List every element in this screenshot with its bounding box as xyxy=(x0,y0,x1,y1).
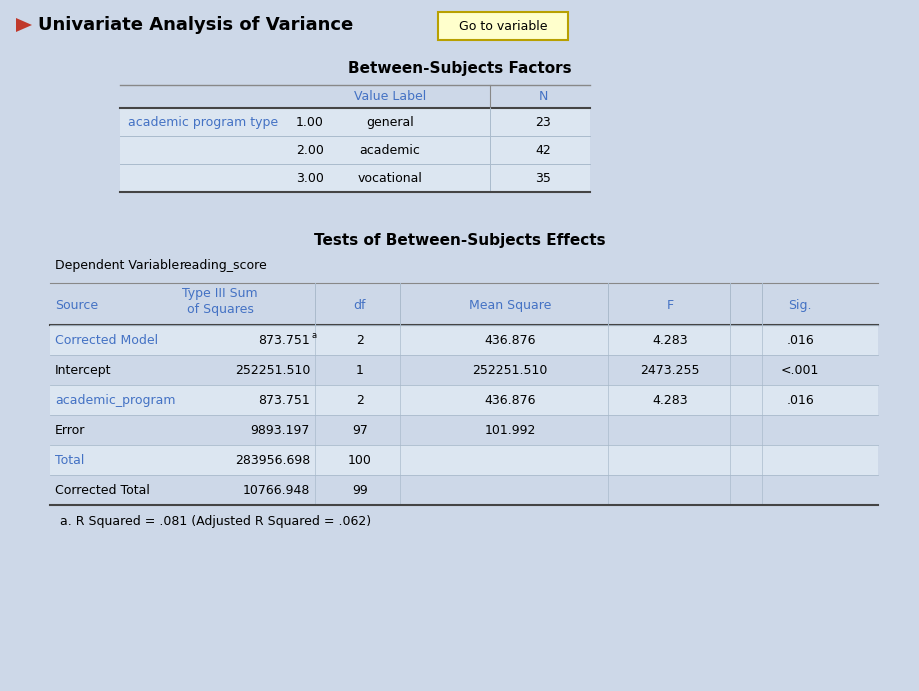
Text: vocational: vocational xyxy=(357,171,423,184)
Text: F: F xyxy=(666,299,674,312)
Text: 4.283: 4.283 xyxy=(652,334,687,346)
Text: Corrected Total: Corrected Total xyxy=(55,484,150,497)
Text: Type III Sum
of Squares: Type III Sum of Squares xyxy=(182,287,258,316)
Text: Sig.: Sig. xyxy=(789,299,811,312)
Bar xyxy=(6,6,913,44)
Text: 2: 2 xyxy=(356,393,364,406)
Text: 99: 99 xyxy=(352,484,368,497)
Text: 1: 1 xyxy=(356,363,364,377)
Text: Tests of Between-Subjects Effects: Tests of Between-Subjects Effects xyxy=(314,232,606,247)
Text: 2473.255: 2473.255 xyxy=(641,363,699,377)
Bar xyxy=(120,164,590,192)
Text: 35: 35 xyxy=(535,171,550,184)
Text: a: a xyxy=(311,330,316,339)
Text: Mean Square: Mean Square xyxy=(469,299,551,312)
Text: Go to variable: Go to variable xyxy=(459,19,547,32)
Text: 252251.510: 252251.510 xyxy=(234,363,310,377)
Text: academic: academic xyxy=(359,144,420,156)
Text: Error: Error xyxy=(55,424,85,437)
Text: 873.751: 873.751 xyxy=(258,334,310,346)
Text: a. R Squared = .081 (Adjusted R Squared = .062): a. R Squared = .081 (Adjusted R Squared … xyxy=(60,515,371,527)
Text: Source: Source xyxy=(55,299,98,312)
Text: 283956.698: 283956.698 xyxy=(234,453,310,466)
Text: 2: 2 xyxy=(356,334,364,346)
Text: 9893.197: 9893.197 xyxy=(251,424,310,437)
Text: 100: 100 xyxy=(348,453,372,466)
Text: .016: .016 xyxy=(786,334,814,346)
Bar xyxy=(120,108,590,136)
Text: Univariate Analysis of Variance: Univariate Analysis of Variance xyxy=(38,16,353,34)
Text: Corrected Model: Corrected Model xyxy=(55,334,158,346)
Bar xyxy=(50,445,878,475)
Text: df: df xyxy=(354,299,367,312)
Text: academic program type: academic program type xyxy=(128,115,278,129)
Bar xyxy=(50,325,878,355)
Text: Value Label: Value Label xyxy=(354,90,426,103)
Text: 10766.948: 10766.948 xyxy=(243,484,310,497)
Bar xyxy=(438,12,568,40)
Text: 4.283: 4.283 xyxy=(652,393,687,406)
Text: Intercept: Intercept xyxy=(55,363,111,377)
Text: 873.751: 873.751 xyxy=(258,393,310,406)
Text: Total: Total xyxy=(55,453,85,466)
Bar xyxy=(120,136,590,164)
Text: 23: 23 xyxy=(535,115,550,129)
Text: 252251.510: 252251.510 xyxy=(472,363,548,377)
Text: <.001: <.001 xyxy=(781,363,819,377)
Text: 436.876: 436.876 xyxy=(484,393,536,406)
Text: 101.992: 101.992 xyxy=(484,424,536,437)
Text: 1.00: 1.00 xyxy=(296,115,323,129)
Text: 2.00: 2.00 xyxy=(296,144,323,156)
Text: N: N xyxy=(539,90,548,103)
Text: 436.876: 436.876 xyxy=(484,334,536,346)
Text: 3.00: 3.00 xyxy=(296,171,323,184)
Text: Between-Subjects Factors: Between-Subjects Factors xyxy=(348,61,572,75)
Text: .016: .016 xyxy=(786,393,814,406)
Text: 42: 42 xyxy=(535,144,550,156)
Text: reading_score: reading_score xyxy=(180,258,267,272)
Text: Dependent Variable:: Dependent Variable: xyxy=(55,258,184,272)
Text: general: general xyxy=(366,115,414,129)
Polygon shape xyxy=(16,18,32,32)
Text: 97: 97 xyxy=(352,424,368,437)
Text: academic_program: academic_program xyxy=(55,393,176,406)
Bar xyxy=(50,385,878,415)
